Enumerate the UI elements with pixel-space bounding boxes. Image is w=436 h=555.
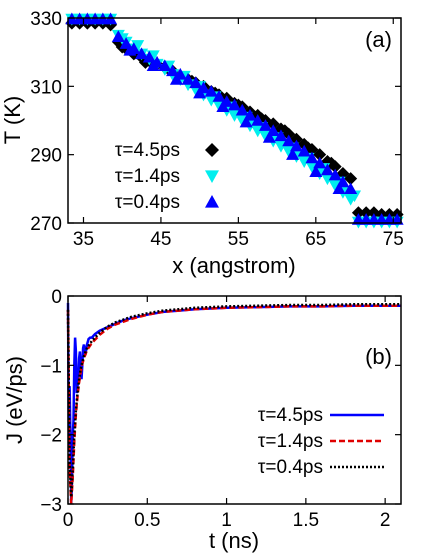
point-series-3 <box>297 144 311 157</box>
x-tick-label: 45 <box>150 229 171 250</box>
point-series-1 <box>313 148 327 162</box>
point-series-3 <box>142 50 156 63</box>
point-series-1 <box>359 206 373 220</box>
point-series-1 <box>351 206 365 220</box>
x-tick-label: 0.5 <box>134 510 160 531</box>
point-series-3 <box>169 73 183 85</box>
point-series-3 <box>274 129 288 142</box>
legend-marker <box>205 170 219 183</box>
y-tick-label: −3 <box>40 495 62 516</box>
x-tick-label: 0 <box>63 510 74 531</box>
point-series-3 <box>181 73 195 85</box>
point-series-3 <box>216 100 230 113</box>
point-series-3 <box>189 76 203 89</box>
panel-b-ticks: 0 0.5 1 1.5 2 0 −1 −2 −3 <box>40 287 401 531</box>
panel-b: 0 0.5 1 1.5 2 0 −1 −2 −3 (b) t (ns) J (eV/ps) τ=… <box>2 287 402 553</box>
x-tick-label: 2 <box>380 510 391 531</box>
point-series-3 <box>262 131 276 143</box>
series-line-3 <box>66 303 401 498</box>
point-series-3 <box>309 165 323 177</box>
x-tick-label: 75 <box>383 229 404 250</box>
point-series-1 <box>266 117 280 131</box>
panel-b-xlabel: t (ns) <box>209 528 259 553</box>
legend-marker <box>205 195 219 208</box>
point-series-3 <box>228 98 241 111</box>
panel-a-xlabel: x (angstrom) <box>172 253 295 278</box>
y-tick-label: −2 <box>40 426 62 447</box>
point-series-3 <box>282 134 296 147</box>
series-line-2 <box>66 304 401 505</box>
point-series-3 <box>235 103 249 116</box>
x-tick-label: 1 <box>221 510 232 531</box>
point-series-3 <box>135 47 149 60</box>
point-series-3 <box>212 90 226 102</box>
series-line-1 <box>66 302 401 505</box>
y-tick-label: 290 <box>30 146 62 167</box>
legend-marker <box>205 143 219 157</box>
legend-label: τ=0.4ps <box>258 457 323 478</box>
panel-b-frame <box>67 295 402 505</box>
point-series-3 <box>313 156 327 169</box>
panel-b-ylabel: J (eV/ps) <box>2 356 27 444</box>
point-series-3 <box>305 151 319 164</box>
x-tick-label: 55 <box>228 229 249 250</box>
point-series-3 <box>258 119 272 131</box>
point-series-3 <box>332 182 346 195</box>
point-series-3 <box>320 163 334 176</box>
panel-a-ylabel: T (K) <box>0 96 25 144</box>
legend-label: τ=1.4ps <box>258 431 323 452</box>
y-tick-label: 270 <box>30 214 62 235</box>
panel-a-label: (a) <box>365 27 392 52</box>
x-tick-label: 35 <box>73 229 94 250</box>
point-series-3 <box>344 182 358 195</box>
point-series-3 <box>289 139 303 152</box>
point-series-3 <box>123 43 137 56</box>
point-series-3 <box>204 84 218 97</box>
x-tick-label: 1.5 <box>293 510 319 531</box>
panel-a-legend: τ=4.5ps τ=1.4ps τ=0.4ps <box>115 140 219 213</box>
point-series-3 <box>251 114 265 126</box>
panel-b-legend: τ=4.5ps τ=1.4ps τ=0.4ps <box>258 405 384 478</box>
panel-b-marks <box>66 302 401 505</box>
point-series-3 <box>166 64 180 77</box>
point-series-1 <box>344 172 358 186</box>
point-series-3 <box>239 115 253 128</box>
point-series-2 <box>305 161 319 174</box>
x-tick-label: 65 <box>305 229 326 250</box>
point-series-3 <box>328 168 342 181</box>
point-series-2 <box>320 173 334 186</box>
point-series-3 <box>158 59 172 72</box>
y-tick-label: −1 <box>40 356 62 377</box>
point-series-3 <box>193 86 207 99</box>
panel-a-frame <box>67 17 402 224</box>
legend-label: τ=0.4ps <box>115 192 180 213</box>
legend-label: τ=1.4ps <box>115 166 180 187</box>
legend-label: τ=4.5ps <box>115 140 180 161</box>
point-series-3 <box>286 148 300 160</box>
y-tick-label: 330 <box>30 9 62 30</box>
point-series-3 <box>146 59 160 72</box>
y-tick-label: 0 <box>51 287 62 308</box>
y-tick-label: 310 <box>30 77 62 98</box>
panel-a-ticks: 35 45 55 65 75 270 290 310 330 <box>30 9 404 250</box>
panel-b-label: (b) <box>365 344 392 369</box>
point-series-3 <box>111 30 125 42</box>
legend-label: τ=4.5ps <box>258 405 323 426</box>
point-series-2 <box>131 40 145 52</box>
